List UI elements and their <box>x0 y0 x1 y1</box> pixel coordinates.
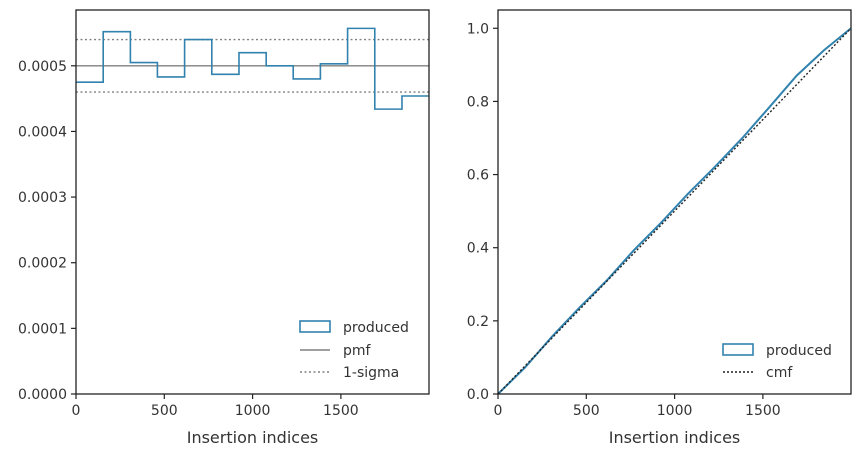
y-tick-label: 1.0 <box>467 21 489 37</box>
y-tick-label: 0.0000 <box>18 387 67 403</box>
cmf-line <box>497 27 852 395</box>
legend-sigma-label: 1-sigma <box>343 365 399 381</box>
legend-produced-swatch <box>722 343 754 356</box>
produced-cumulative-line <box>497 27 852 395</box>
pmf-legend: produced pmf 1-sigma <box>299 320 409 381</box>
legend-produced-label: produced <box>766 343 832 359</box>
legend-produced-swatch <box>299 320 331 333</box>
y-tick-label: 0.6 <box>467 168 489 184</box>
x-tick-label: 1000 <box>657 403 693 419</box>
cmf-legend: produced cmf <box>722 343 832 381</box>
cmf-x-axis-label: Insertion indices <box>609 428 741 447</box>
x-tick-label: 1500 <box>745 403 781 419</box>
y-tick-label: 0.8 <box>467 94 489 110</box>
pmf-plot-frame <box>75 9 430 395</box>
cmf-panel: 0 500 1000 1500 0.0 0.2 0.4 0.6 0.8 1.0 Insertion… <box>467 9 852 447</box>
x-tick-label: 0 <box>494 403 503 419</box>
x-tick-label: 1000 <box>235 403 271 419</box>
y-tick-label: 0.0005 <box>18 59 67 75</box>
y-tick-label: 0.0004 <box>18 124 67 140</box>
pmf-x-axis-label: Insertion indices <box>187 428 319 447</box>
x-tick-label: 1500 <box>323 403 359 419</box>
y-tick-label: 0.0002 <box>18 256 67 272</box>
y-tick-label: 0.0 <box>467 387 489 403</box>
legend-produced-label: produced <box>343 320 409 336</box>
legend-cmf-label: cmf <box>766 365 793 381</box>
legend-pmf-label: pmf <box>343 343 372 359</box>
y-tick-label: 0.0001 <box>18 321 67 337</box>
x-tick-label: 500 <box>151 403 178 419</box>
produced-step-line <box>76 27 429 110</box>
y-tick-label: 0.2 <box>467 314 489 330</box>
y-tick-label: 0.4 <box>467 241 489 257</box>
y-tick-label: 0.0003 <box>18 190 67 206</box>
x-tick-label: 0 <box>72 403 81 419</box>
x-tick-label: 500 <box>573 403 600 419</box>
cmf-plot-frame <box>497 9 852 395</box>
pmf-histogram-panel: 0 500 1000 1500 0.0000 0.0001 0.0002 0.0003 0.00… <box>18 9 430 447</box>
